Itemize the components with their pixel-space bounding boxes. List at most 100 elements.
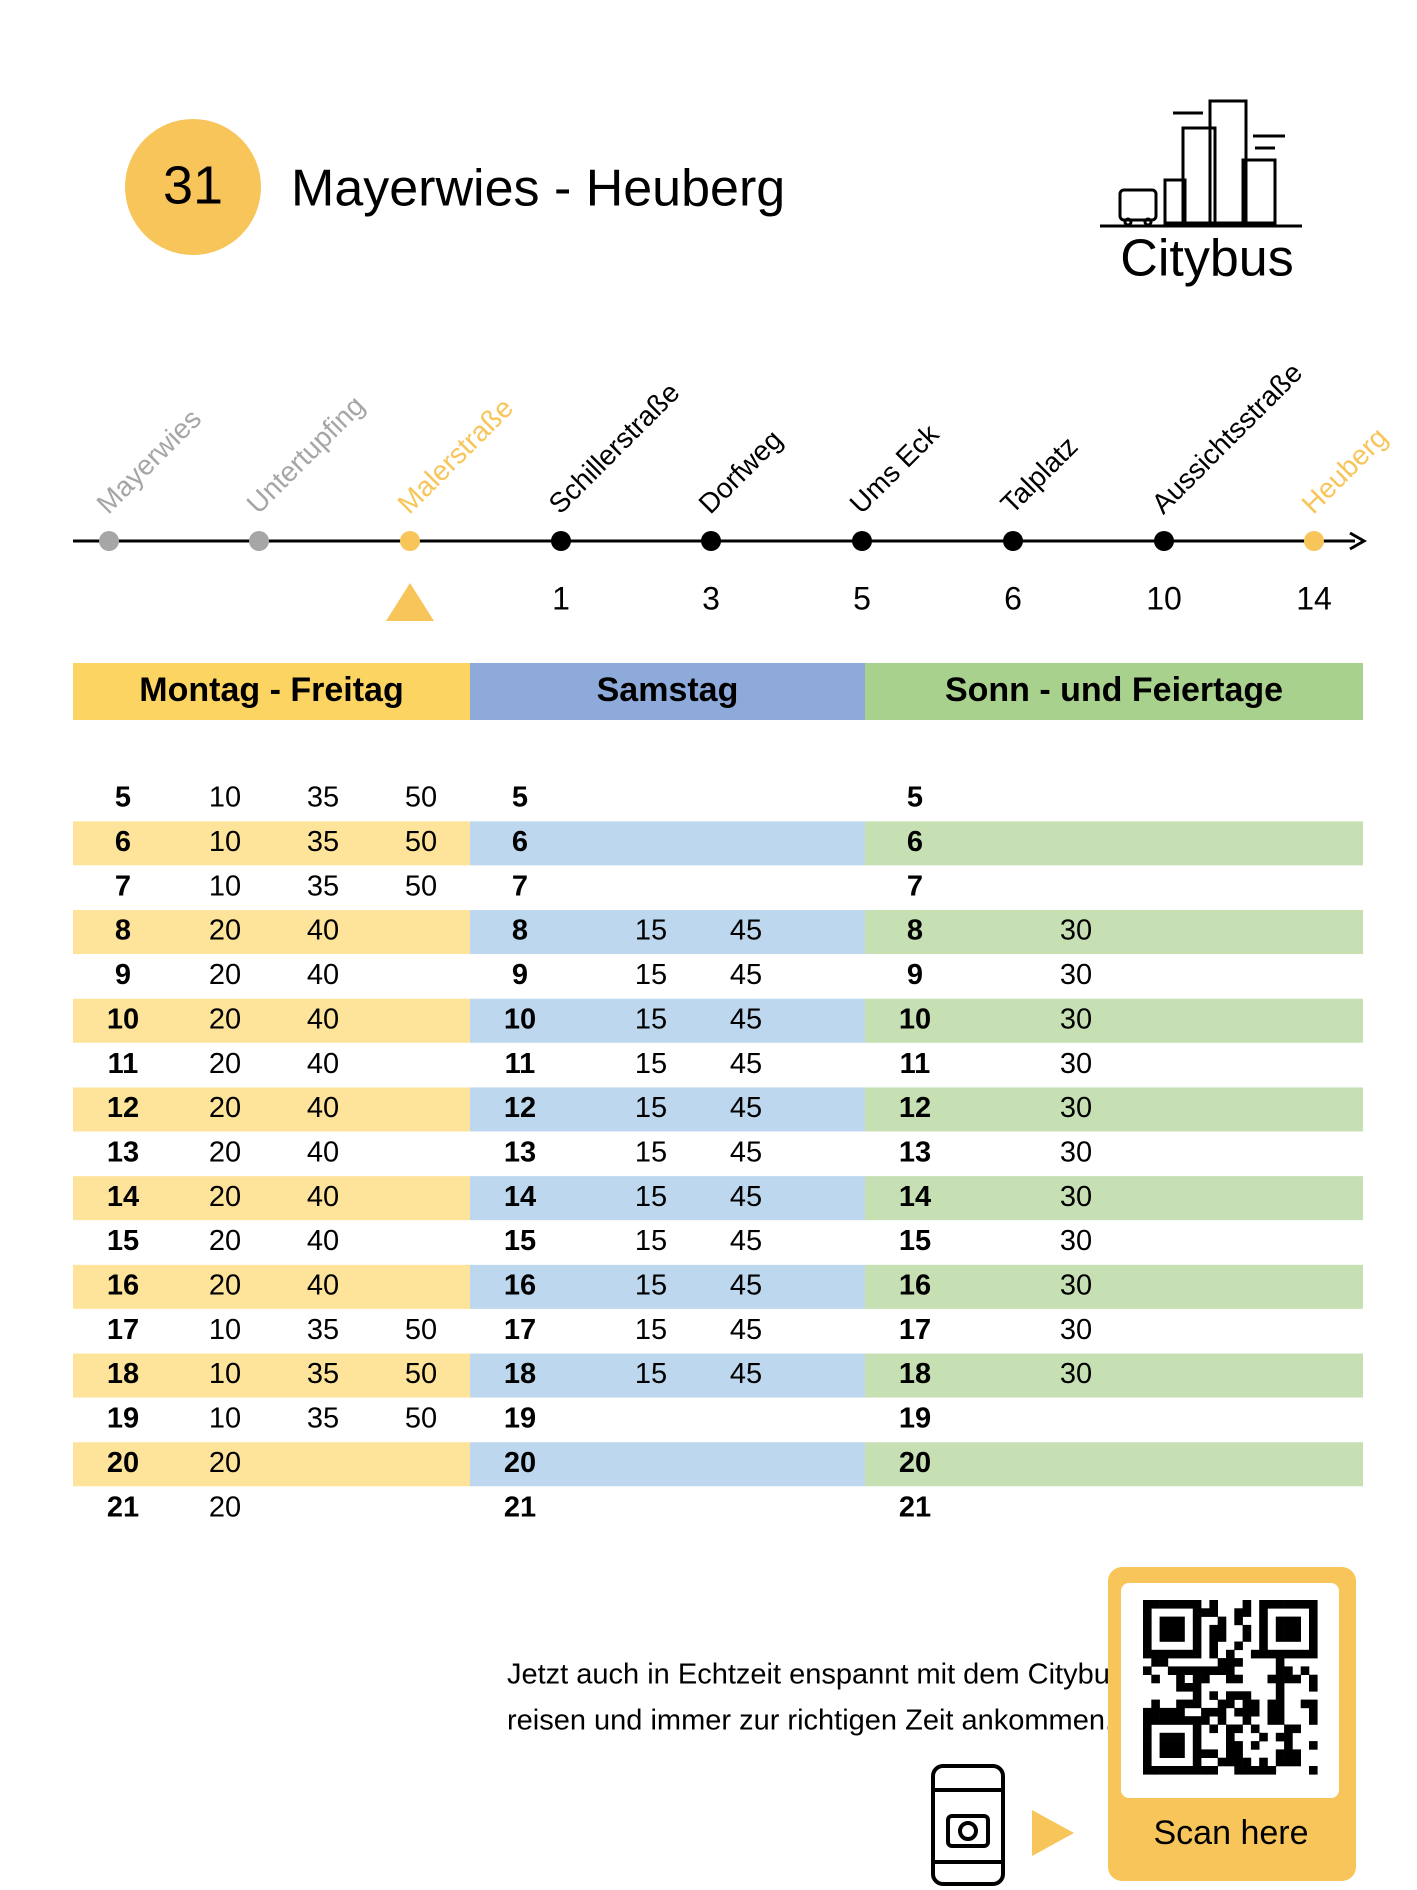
qr-module — [1234, 1766, 1243, 1775]
qr-module — [1143, 1757, 1152, 1767]
minute: 20 — [209, 959, 241, 991]
row-stripe — [470, 1087, 865, 1132]
qr-module — [1284, 1749, 1293, 1758]
hour: 11 — [900, 1048, 931, 1080]
qr-module — [1217, 1616, 1227, 1626]
minute: 50 — [405, 1403, 437, 1435]
minute: 15 — [635, 915, 667, 947]
minute: 30 — [1060, 1136, 1092, 1168]
qr-module — [1284, 1724, 1293, 1734]
minute: 10 — [209, 1403, 241, 1435]
qr-module — [1234, 1757, 1243, 1767]
minute: 20 — [209, 1048, 241, 1080]
qr-module — [1192, 1666, 1202, 1675]
qr-module — [1292, 1674, 1301, 1684]
qr-module — [1209, 1608, 1218, 1617]
qr-module — [1159, 1616, 1169, 1626]
phone-icon — [931, 1764, 1005, 1886]
qr-module — [1267, 1716, 1277, 1725]
qr-module — [1259, 1766, 1268, 1775]
minute: 20 — [209, 1003, 241, 1035]
qr-module — [1242, 1608, 1252, 1617]
qr-module — [1192, 1649, 1202, 1659]
qr-module — [1151, 1600, 1160, 1609]
hour: 21 — [107, 1491, 139, 1523]
qr-label: Scan here — [1154, 1814, 1309, 1852]
minute: 30 — [1060, 1181, 1092, 1213]
qr-module — [1267, 1600, 1277, 1609]
minute: 35 — [307, 1358, 339, 1390]
stop-minutes: 5 — [853, 580, 871, 616]
minute: 30 — [1060, 1225, 1092, 1257]
minute: 10 — [209, 870, 241, 902]
qr-module — [1309, 1674, 1318, 1684]
minute: 15 — [635, 1270, 667, 1302]
footer-line: Jetzt auch in Echtzeit enspannt mit dem … — [507, 1659, 1124, 1691]
qr-module — [1226, 1732, 1235, 1742]
qr-module — [1201, 1749, 1210, 1758]
qr-module — [1217, 1716, 1227, 1725]
hour: 15 — [899, 1225, 931, 1257]
hour: 5 — [512, 782, 528, 814]
qr-module — [1151, 1658, 1160, 1667]
qr-module — [1209, 1641, 1218, 1651]
row-stripe — [73, 1442, 470, 1487]
qr-module — [1192, 1641, 1202, 1651]
qr-module — [1143, 1600, 1152, 1609]
qr-module — [1209, 1624, 1218, 1634]
hour: 7 — [907, 870, 923, 902]
minute: 45 — [730, 1314, 762, 1346]
hour: 7 — [512, 870, 528, 902]
qr-module — [1292, 1600, 1301, 1609]
qr-module — [1259, 1624, 1268, 1634]
qr-module — [1167, 1707, 1177, 1717]
column-heading: Montag - Freitag — [139, 671, 403, 709]
qr-module — [1292, 1633, 1301, 1642]
row-stripe — [865, 998, 1363, 1043]
column-heading: Sonn - und Feiertage — [945, 671, 1283, 709]
stop-dot — [1154, 531, 1174, 551]
qr-code[interactable] — [1143, 1600, 1318, 1775]
qr-module — [1201, 1608, 1210, 1617]
qr-module — [1209, 1749, 1218, 1758]
qr-module — [1209, 1600, 1218, 1609]
hour: 20 — [504, 1447, 536, 1479]
qr-module — [1250, 1724, 1260, 1734]
hour: 21 — [899, 1491, 931, 1523]
qr-module — [1167, 1741, 1177, 1750]
qr-module — [1242, 1716, 1252, 1725]
qr-module — [1143, 1641, 1152, 1651]
qr-module — [1176, 1749, 1185, 1758]
stop-name: Malerstraße — [392, 392, 520, 520]
hour: 18 — [107, 1358, 139, 1390]
row-stripe — [865, 821, 1363, 866]
qr-module — [1176, 1741, 1185, 1750]
qr-module — [1167, 1600, 1177, 1609]
stop-dot — [99, 531, 119, 551]
minute: 20 — [209, 915, 241, 947]
current-stop-marker — [386, 583, 434, 621]
stop-name: Aussichtsstraße — [1146, 357, 1309, 520]
qr-module — [1275, 1633, 1285, 1642]
hour: 9 — [907, 959, 923, 991]
hour: 9 — [512, 959, 528, 991]
qr-module — [1176, 1683, 1185, 1692]
hour: 13 — [899, 1136, 931, 1168]
qr-module — [1217, 1707, 1227, 1717]
qr-module — [1143, 1749, 1152, 1758]
qr-module — [1192, 1633, 1202, 1642]
stop-dot — [400, 531, 420, 551]
minute: 35 — [307, 1403, 339, 1435]
hour: 20 — [107, 1447, 139, 1479]
qr-module — [1267, 1674, 1277, 1684]
qr-module — [1275, 1707, 1285, 1717]
qr-module — [1275, 1674, 1285, 1684]
qr-module — [1209, 1707, 1218, 1717]
row-stripe — [73, 910, 470, 955]
qr-module — [1167, 1616, 1177, 1626]
qr-module — [1309, 1633, 1318, 1642]
qr-module — [1284, 1600, 1293, 1609]
qr-module — [1309, 1600, 1318, 1609]
qr-module — [1143, 1666, 1152, 1675]
